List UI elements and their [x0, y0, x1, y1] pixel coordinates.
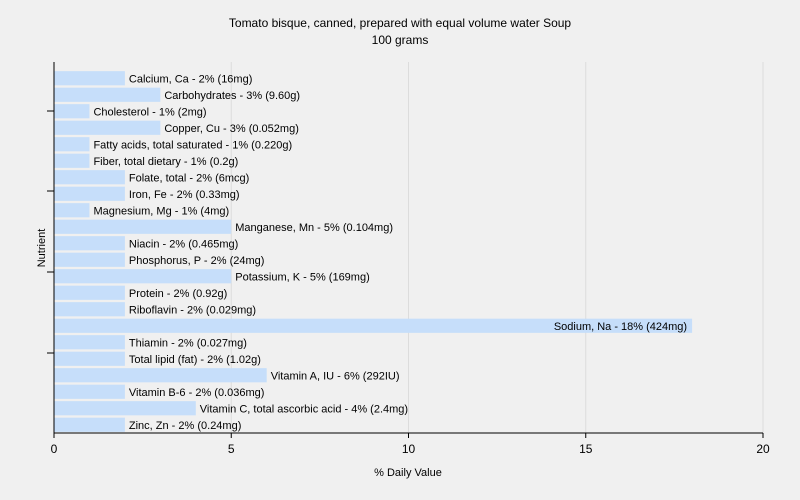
- bar-label-17: Total lipid (fat) - 2% (1.02g): [129, 354, 261, 366]
- bar-14: [54, 302, 125, 317]
- bars: Calcium, Ca - 2% (16mg) Carbohydrates - 3…: [54, 71, 693, 432]
- bar-label-2: Cholesterol - 1% (2mg): [93, 106, 206, 118]
- bar-label-1: Carbohydrates - 3% (9.60g): [164, 90, 300, 102]
- bar-2: [54, 104, 90, 119]
- bar-label-18: Vitamin A, IU - 6% (292IU): [271, 370, 400, 382]
- x-tick-label-10: 10: [402, 442, 416, 456]
- bar-18: [54, 368, 267, 383]
- bar-17: [54, 351, 125, 366]
- x-axis-label: % Daily Value: [374, 467, 442, 479]
- bar-20: [54, 401, 196, 416]
- bar-label-3: Copper, Cu - 3% (0.052mg): [164, 123, 299, 135]
- bar-1: [54, 87, 161, 102]
- bar-5: [54, 153, 90, 168]
- bar-label-8: Magnesium, Mg - 1% (4mg): [93, 205, 229, 217]
- bar-15: [54, 318, 693, 333]
- x-tick-label-5: 5: [228, 442, 235, 456]
- bar-7: [54, 186, 125, 201]
- x-ticks: 0 5 10 15 20: [51, 433, 770, 456]
- bar-label-11: Phosphorus, P - 2% (24mg): [129, 255, 265, 267]
- bar-8: [54, 203, 90, 218]
- bar-label-16: Thiamin - 2% (0.027mg): [129, 337, 247, 349]
- bar-19: [54, 384, 125, 399]
- bar-label-12: Potassium, K - 5% (169mg): [235, 271, 370, 283]
- chart-subtitle: 100 grams: [372, 33, 429, 47]
- bar-4: [54, 137, 90, 152]
- bar-label-5: Fiber, total dietary - 1% (0.2g): [93, 156, 238, 168]
- bar-0: [54, 71, 125, 86]
- bar-label-4: Fatty acids, total saturated - 1% (0.220…: [93, 139, 292, 151]
- x-tick-label-15: 15: [579, 442, 593, 456]
- x-tick-label-20: 20: [756, 442, 770, 456]
- bar-label-6: Folate, total - 2% (6mcg): [129, 172, 249, 184]
- bar-label-14: Riboflavin - 2% (0.029mg): [129, 304, 256, 316]
- x-tick-label-0: 0: [51, 442, 58, 456]
- bar-3: [54, 120, 161, 135]
- bar-11: [54, 252, 125, 267]
- y-axis-label: Nutrient: [36, 229, 48, 268]
- bar-label-20: Vitamin C, total ascorbic acid - 4% (2.4…: [200, 403, 408, 415]
- bar-label-0: Calcium, Ca - 2% (16mg): [129, 73, 252, 85]
- bar-label-9: Manganese, Mn - 5% (0.104mg): [235, 222, 393, 234]
- bar-6: [54, 170, 125, 185]
- bar-21: [54, 417, 125, 432]
- bar-label-19: Vitamin B-6 - 2% (0.036mg): [129, 387, 265, 399]
- bar-label-13: Protein - 2% (0.92g): [129, 288, 227, 300]
- bar-16: [54, 335, 125, 350]
- bar-10: [54, 236, 125, 251]
- bar-12: [54, 269, 232, 284]
- bar-13: [54, 285, 125, 300]
- bar-label-21: Zinc, Zn - 2% (0.24mg): [129, 420, 241, 432]
- bar-9: [54, 219, 232, 234]
- bar-label-7: Iron, Fe - 2% (0.33mg): [129, 189, 240, 201]
- bar-label-10: Niacin - 2% (0.465mg): [129, 238, 238, 250]
- bar-label-15: Sodium, Na - 18% (424mg): [554, 321, 687, 333]
- chart-title: Tomato bisque, canned, prepared with equ…: [229, 16, 572, 30]
